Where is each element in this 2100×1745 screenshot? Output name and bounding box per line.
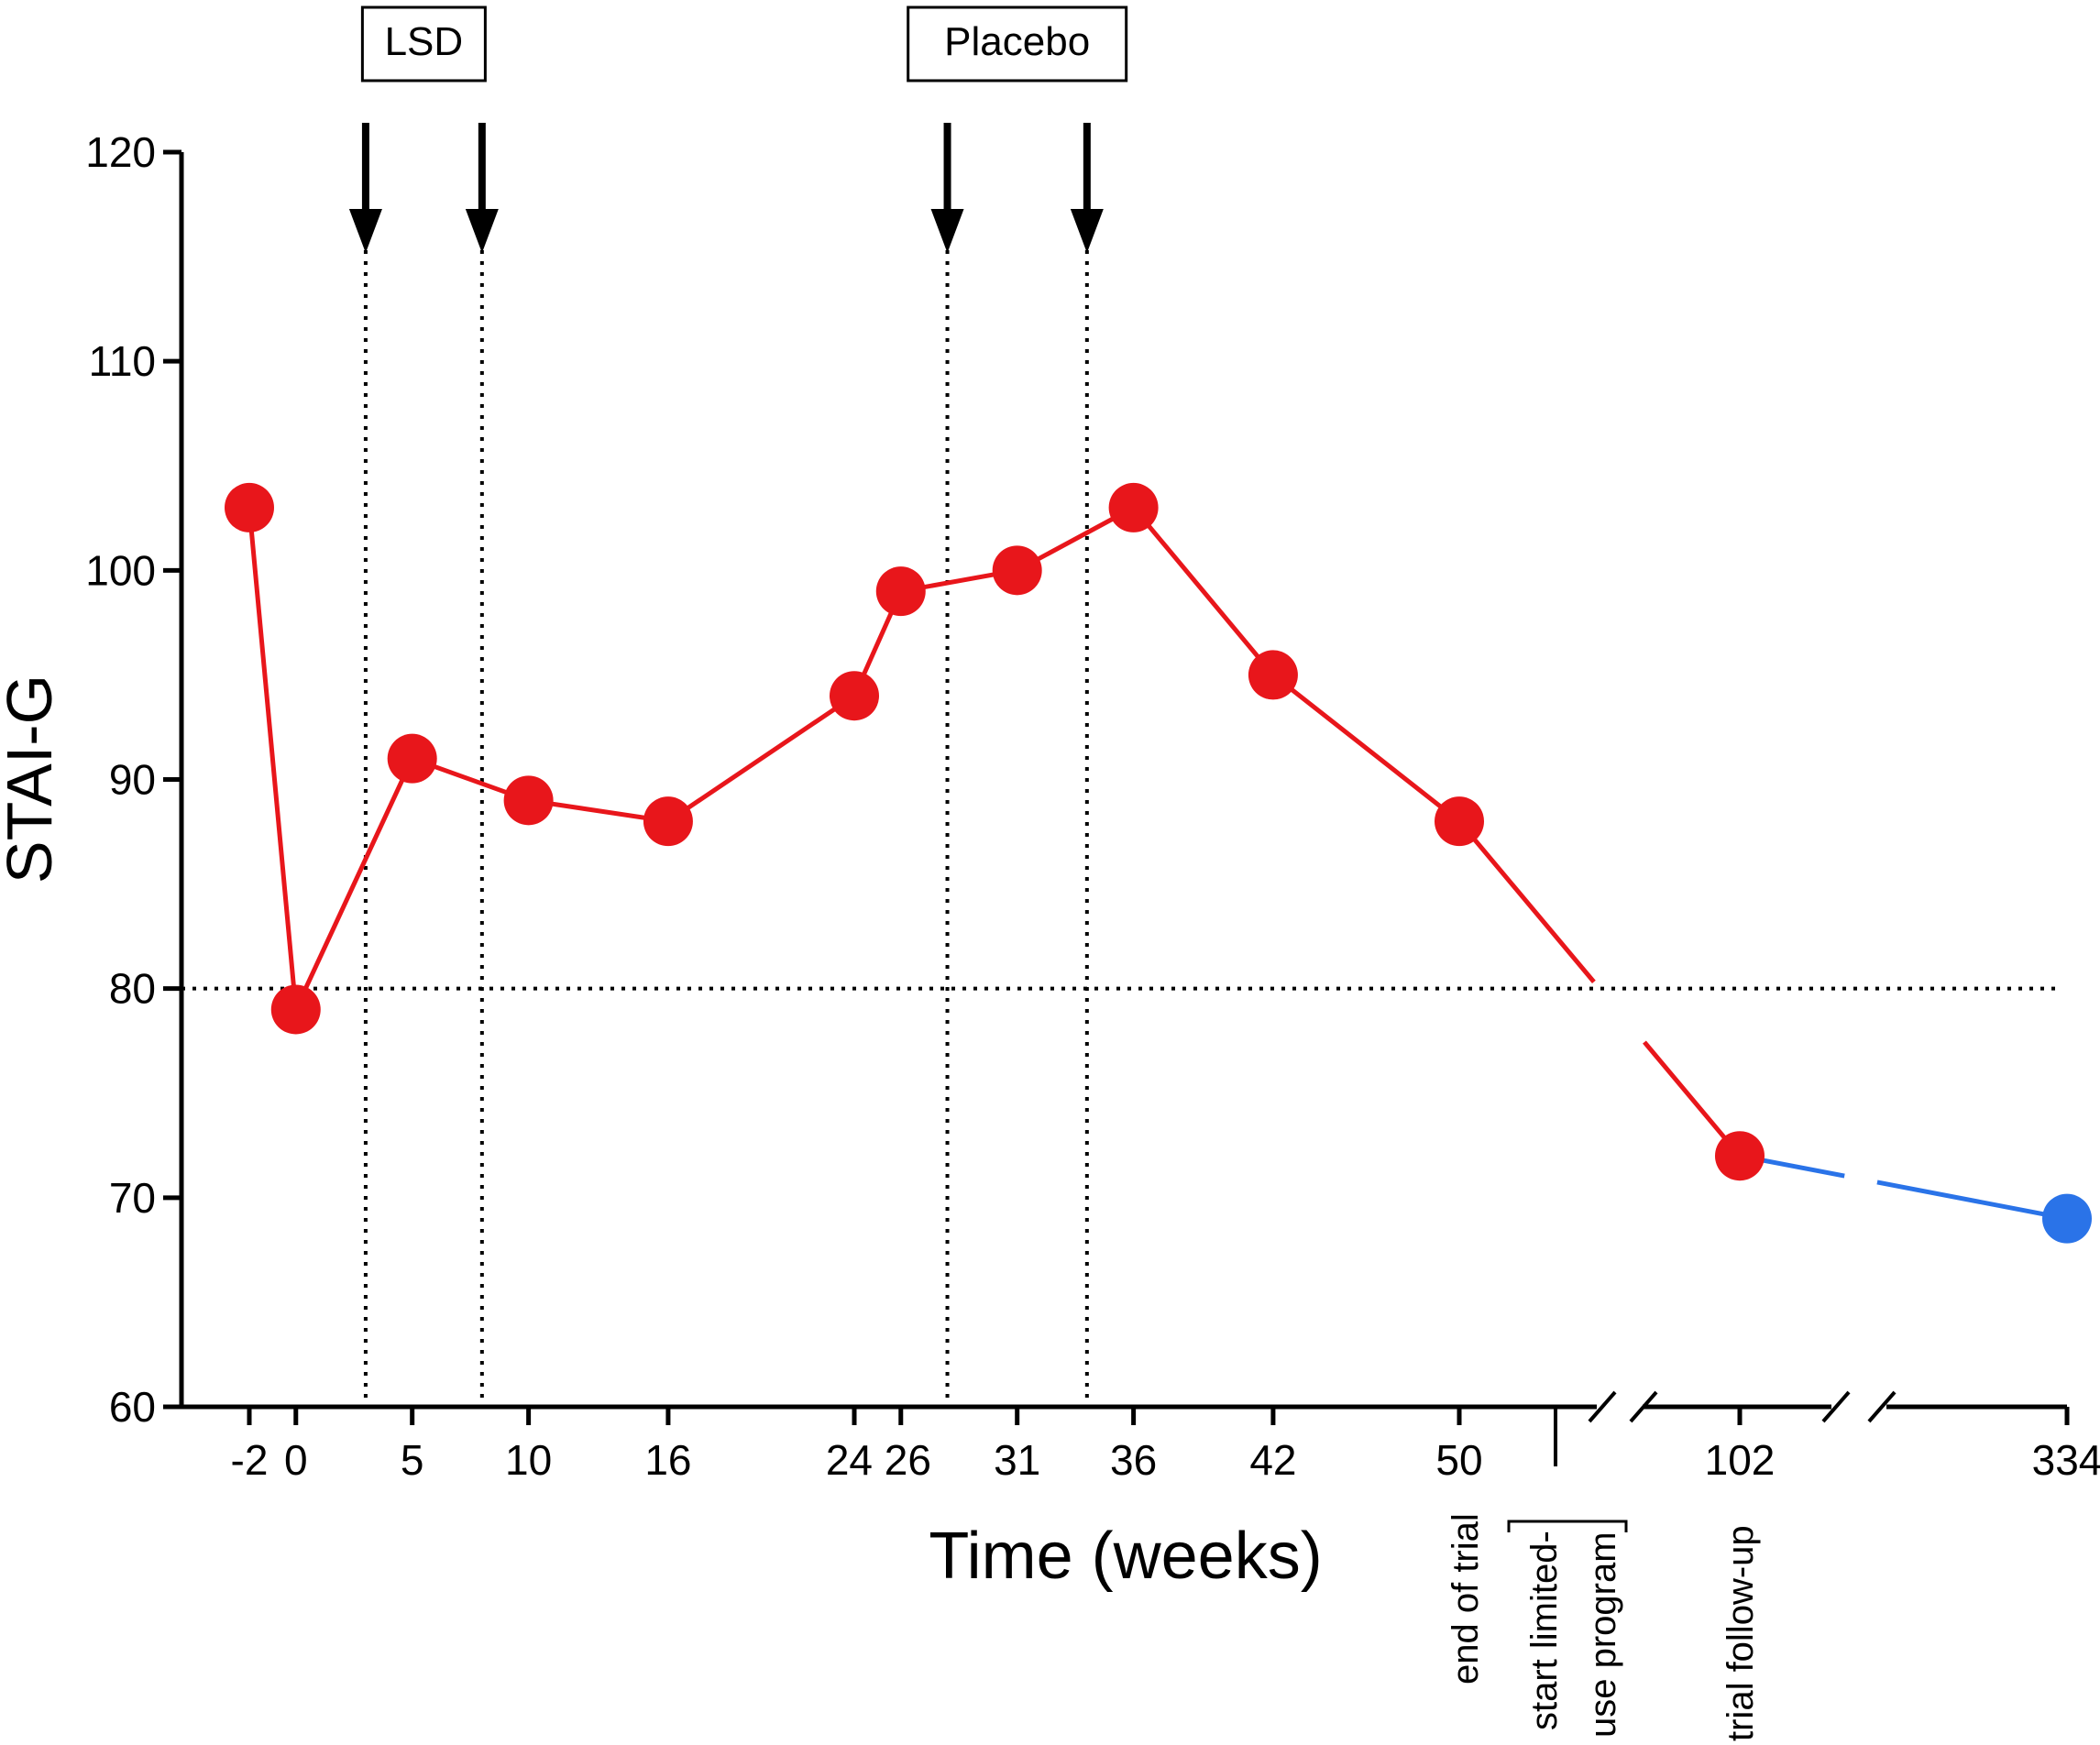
x-tick-label: 50 (1435, 1436, 1482, 1484)
y-axis-label: STAI-G (0, 675, 65, 883)
series-segment (1131, 506, 1275, 677)
x-axis-label: Time (weeks) (929, 1520, 1322, 1593)
series-segment (293, 757, 414, 1011)
data-point-week-50 (1435, 796, 1484, 847)
series-segment (1876, 1180, 2068, 1222)
limited-use-bracket (1507, 1520, 1628, 1532)
y-tick-label: 60 (109, 1383, 156, 1431)
data-point-week-0 (270, 984, 321, 1035)
x-tick-label: 10 (505, 1436, 552, 1484)
axis-break-mark (1629, 1390, 1658, 1423)
data-point-week-36 (1108, 482, 1159, 532)
dose-label-frame (907, 5, 1128, 82)
x-tick-labels: -2 0 5 10 16 24 26 31 36 42 50 102 334 (231, 1436, 2100, 1484)
x-tick-label: 334 (2032, 1436, 2100, 1484)
series-segment (247, 507, 299, 1010)
data-point-week-24 (830, 671, 879, 721)
data-point-week-42 (1248, 650, 1298, 700)
y-tick-labels: 60 70 80 90 100 110 120 (85, 128, 156, 1431)
x-tick-label: 5 (401, 1436, 424, 1484)
dose-markers: LSD Placebo (348, 5, 1128, 253)
y-tick-label: 100 (85, 546, 156, 594)
dose-label-lsd: LSD (385, 19, 464, 64)
dose-arrow-head (348, 209, 382, 253)
dose-label-box: LSD (360, 5, 487, 82)
series-segment (666, 694, 856, 824)
x-tick-label: 0 (284, 1436, 308, 1484)
x-tick-label: 36 (1110, 1436, 1157, 1484)
data-point-week-5 (387, 733, 437, 784)
data-point-week-334 (2042, 1193, 2092, 1244)
series-lines (247, 505, 2068, 1222)
annotation-end-of-trial: end of trial (1446, 1513, 1486, 1685)
y-tick-label: 120 (85, 128, 156, 176)
data-point-week-26 (875, 566, 926, 617)
x-tick-label: 102 (1705, 1436, 1776, 1484)
y-tick-label: 90 (109, 756, 156, 804)
guide-lines (181, 250, 2062, 1407)
x-tick-label: -2 (231, 1436, 269, 1484)
x-tick-label: 24 (826, 1436, 873, 1484)
x-tick-label: 42 (1249, 1436, 1296, 1484)
x-tick-label: 26 (885, 1436, 931, 1484)
annotation-limited-use-line1: start limited- (1524, 1531, 1565, 1730)
dose-label-frame (360, 5, 487, 82)
series-segment (1271, 673, 1461, 824)
data-points (225, 482, 2092, 1244)
annotation-trial-follow-up: trial follow-up (1721, 1525, 1761, 1741)
dose-arrow-head (465, 209, 499, 253)
data-point-week-31 (992, 545, 1042, 596)
axis-break-mark (1588, 1390, 1617, 1423)
axes (163, 149, 2070, 1425)
series-segment (1457, 819, 1596, 983)
data-point-week-10 (503, 775, 554, 826)
dose-label-box: Placebo (907, 5, 1128, 82)
y-tick-label: 70 (109, 1174, 156, 1222)
axis-break-mark (1821, 1390, 1851, 1423)
y-tick-label: 80 (109, 965, 156, 1013)
x-tick-label: 16 (644, 1436, 691, 1484)
data-point-week-16 (643, 796, 693, 847)
x-tick-label: 31 (994, 1436, 1040, 1484)
y-tick-label: 110 (89, 337, 156, 385)
annotation-limited-use-line2: use program (1583, 1531, 1623, 1738)
axis-break-mark (1867, 1390, 1897, 1423)
dose-arrow-head (930, 209, 964, 253)
data-point-week--2 (225, 482, 274, 532)
dose-arrow-head (1070, 209, 1104, 253)
data-point-week-102 (1715, 1131, 1765, 1181)
dose-label-placebo: Placebo (944, 19, 1090, 64)
